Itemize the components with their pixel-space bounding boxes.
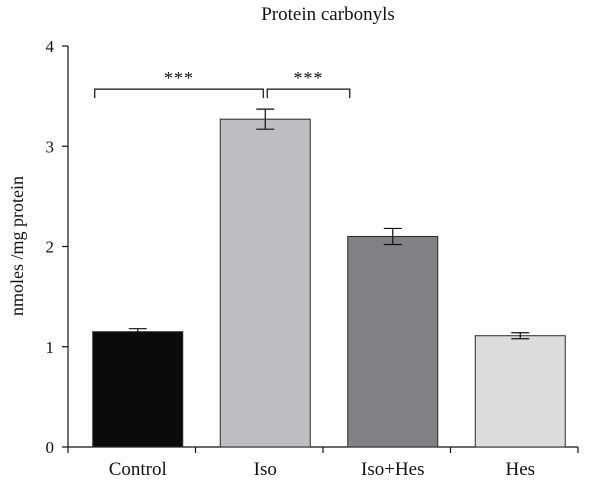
y-tick-label: 1 <box>46 338 55 357</box>
chart-title: Protein carbonyls <box>261 4 395 25</box>
tick-labels: 0 1 2 3 4 Control Iso Iso+Hes Hes <box>46 37 536 480</box>
error-bars <box>128 108 530 340</box>
y-tick-label: 3 <box>46 137 55 156</box>
bar-iso <box>219 118 311 448</box>
significance-bracket <box>266 88 351 99</box>
x-tick-label: Control <box>109 459 167 480</box>
significance-bracket <box>94 88 264 99</box>
x-tick-label: Iso <box>254 459 277 480</box>
y-tick-label: 2 <box>46 238 55 257</box>
significance-brackets: *** *** <box>94 68 351 99</box>
significance-label: *** <box>164 68 194 88</box>
bar-control <box>92 331 184 448</box>
x-tick-label: Iso+Hes <box>361 459 425 480</box>
x-tick-label: Hes <box>505 459 535 480</box>
bars <box>92 118 566 448</box>
bar-hes <box>474 335 566 448</box>
y-axis-label: nmoles /mg protein <box>7 176 27 316</box>
significance-label: *** <box>294 68 324 88</box>
y-tick-label: 4 <box>46 37 55 56</box>
y-tick-label: 0 <box>46 438 55 457</box>
bar-iso-hes <box>347 235 439 448</box>
